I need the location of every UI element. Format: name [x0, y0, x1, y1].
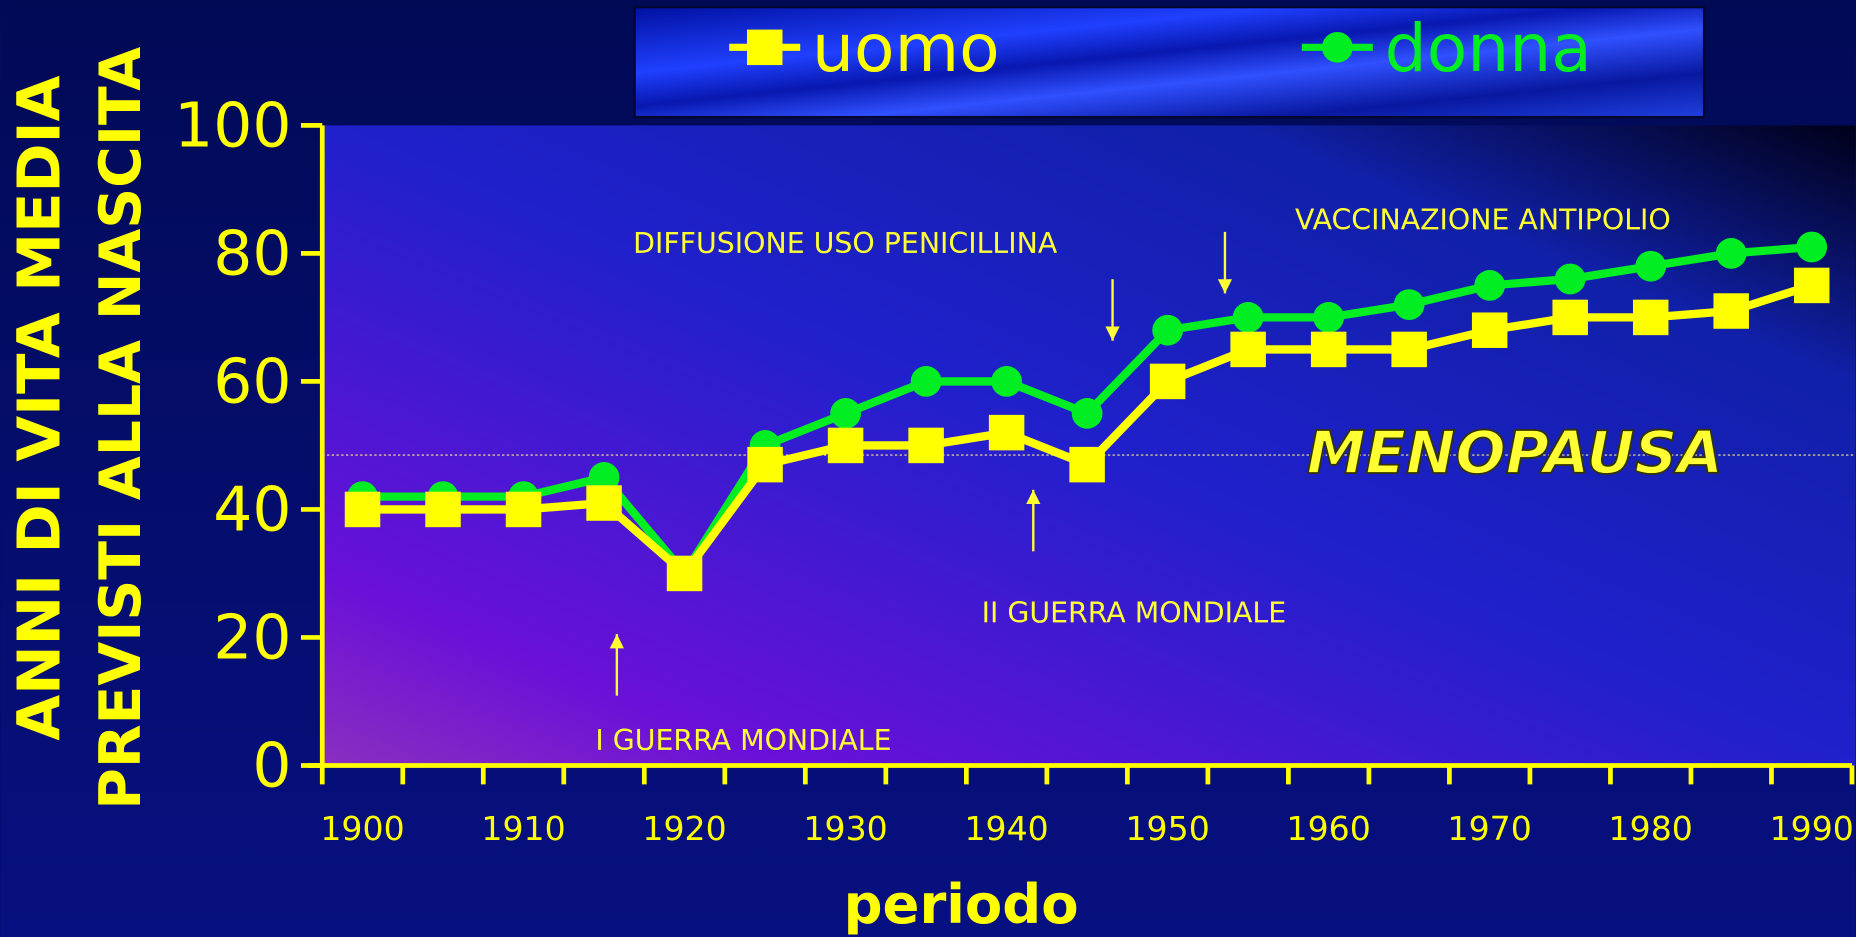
- marker: [830, 398, 861, 429]
- marker: [910, 366, 942, 397]
- annotation: II GUERRA MONDIALE: [982, 596, 1287, 629]
- x-tick-label: 1950: [1126, 809, 1210, 848]
- marker: [1069, 446, 1105, 483]
- marker: [1152, 314, 1184, 346]
- annotation: VACCINAZIONE ANTIPOLIO: [1295, 204, 1671, 237]
- x-tick-label: 1930: [803, 809, 887, 848]
- y-tick-label: 0: [252, 730, 291, 802]
- x-axis-title: periodo: [844, 872, 1079, 936]
- marker: [1552, 299, 1588, 336]
- marker: [1393, 289, 1425, 320]
- arrow-head: [1026, 489, 1041, 504]
- marker: [1713, 293, 1749, 329]
- marker: [586, 485, 622, 521]
- legend-label: uomo: [812, 10, 1000, 87]
- x-tick-label: 1970: [1448, 809, 1532, 848]
- chart-layer: 0 20 40 60 80 100 1900 1910 1920 1930 1940 1950 1960…: [5, 10, 1856, 936]
- y-axis-title: ANNI DI VITA MEDIA: [5, 75, 74, 740]
- marker: [1715, 238, 1747, 269]
- x-tick-label: 1910: [481, 809, 565, 848]
- x-tick-label: 1980: [1609, 809, 1693, 848]
- marker: [1071, 398, 1103, 429]
- marker: [1554, 263, 1586, 295]
- reference-label: MENOPAUSA: [1307, 418, 1723, 487]
- y-tick-label: 40: [213, 474, 291, 546]
- marker: [1474, 270, 1506, 301]
- x-tick-label: 1990: [1770, 809, 1854, 848]
- x-tick-label: 1960: [1287, 809, 1371, 848]
- arrow-head: [1217, 279, 1233, 294]
- marker: [1391, 331, 1427, 368]
- marker: [1632, 299, 1669, 336]
- y-tick-label: 100: [174, 90, 291, 162]
- x-tick-label: 1900: [320, 809, 404, 848]
- marker: [1321, 31, 1353, 63]
- marker: [908, 427, 944, 464]
- marker: [505, 491, 542, 528]
- marker: [988, 414, 1025, 451]
- marker: [1230, 331, 1266, 368]
- marker: [1149, 363, 1186, 400]
- marker: [666, 555, 703, 592]
- arrow-head: [1105, 326, 1120, 341]
- marker: [1635, 250, 1667, 282]
- annotation: DIFFUSIONE USO PENICILLINA: [633, 227, 1058, 260]
- marker: [1310, 331, 1347, 368]
- marker: [588, 462, 620, 493]
- marker: [1793, 267, 1830, 304]
- legend-box: [633, 5, 1706, 119]
- annotation: I GUERRA MONDIALE: [595, 724, 891, 757]
- y-tick-label: 60: [213, 346, 291, 418]
- marker: [827, 427, 864, 464]
- legend-label: donna: [1385, 10, 1592, 87]
- arrow-head: [609, 634, 624, 649]
- y-tick-label: 20: [213, 602, 291, 674]
- marker: [425, 491, 461, 528]
- marker: [344, 491, 381, 528]
- marker: [747, 446, 783, 483]
- y-tick-label: 80: [213, 218, 291, 290]
- marker: [746, 29, 783, 66]
- marker: [1796, 231, 1828, 263]
- x-tick-label: 1920: [642, 809, 726, 848]
- marker: [991, 366, 1022, 397]
- plot-area: [322, 125, 1856, 766]
- marker: [1232, 302, 1264, 333]
- y-axis-title: PREVISTI ALLA NASCITA: [88, 47, 154, 810]
- marker: [1471, 312, 1508, 348]
- x-tick-label: 1940: [964, 809, 1048, 848]
- marker: [1313, 302, 1345, 333]
